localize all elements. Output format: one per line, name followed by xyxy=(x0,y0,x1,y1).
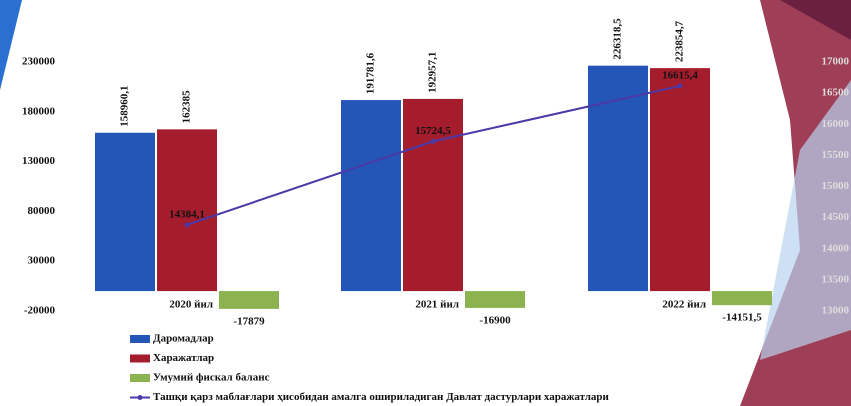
y2-tick-label: 15000 xyxy=(822,180,850,192)
y2-tick-label: 14500 xyxy=(822,211,850,223)
data-label: 158960,1 xyxy=(119,86,131,127)
decoration xyxy=(0,0,22,90)
data-label: -16900 xyxy=(479,314,511,326)
data-label: -14151,5 xyxy=(722,312,762,324)
line-point xyxy=(431,139,436,144)
legend-label: Даромадлар xyxy=(153,333,214,345)
bar xyxy=(219,291,279,309)
data-label: 226318,5 xyxy=(612,18,624,60)
bar xyxy=(650,68,710,291)
bar xyxy=(341,100,401,291)
legend-label: Умумий фискал баланс xyxy=(153,372,270,384)
line-point xyxy=(678,83,683,88)
y2-tick-label: 16000 xyxy=(822,118,850,130)
line-point xyxy=(185,222,190,227)
bar xyxy=(465,291,525,308)
data-label: 15724,5 xyxy=(415,125,451,137)
legend-swatch xyxy=(130,374,150,382)
data-label: -17879 xyxy=(233,315,265,327)
data-label: 192957,1 xyxy=(427,52,439,93)
y-tick-label: 230000 xyxy=(22,56,56,68)
data-label: 14384,1 xyxy=(169,208,205,220)
y2-tick-label: 14000 xyxy=(822,242,850,254)
y2-tick-label: 17000 xyxy=(822,56,850,68)
chart: -20000 30000 80000 130000 180000 230000 13000 1… xyxy=(0,0,851,406)
legend-label: Ташқи қарз маблағлари ҳисобидан амалга о… xyxy=(153,391,610,403)
y-tick-label: 130000 xyxy=(22,155,56,167)
legend-swatch xyxy=(138,395,143,400)
data-label: 16615,4 xyxy=(662,69,698,81)
y-tick-label: -20000 xyxy=(24,305,56,317)
legend-swatch xyxy=(130,335,150,343)
y-tick-label: 180000 xyxy=(22,105,56,117)
x-tick-label: 2021 йил xyxy=(415,299,459,311)
y2-tick-label: 13000 xyxy=(822,305,850,317)
data-label: 223854,7 xyxy=(674,20,686,62)
bar xyxy=(95,133,155,291)
y-tick-label: 30000 xyxy=(28,255,56,267)
data-label: 162385 xyxy=(181,90,193,124)
y2-tick-label: 15500 xyxy=(822,149,850,161)
data-label: 191781,6 xyxy=(365,52,377,94)
y2-tick-label: 16500 xyxy=(822,87,850,99)
x-tick-label: 2022 йил xyxy=(662,299,706,311)
x-tick-label: 2020 йил xyxy=(169,299,213,311)
y2-tick-label: 13500 xyxy=(822,273,850,285)
y-tick-label: 80000 xyxy=(28,205,56,217)
legend-label: Харажатлар xyxy=(153,352,214,364)
legend-swatch xyxy=(130,355,150,363)
bar xyxy=(712,291,772,305)
